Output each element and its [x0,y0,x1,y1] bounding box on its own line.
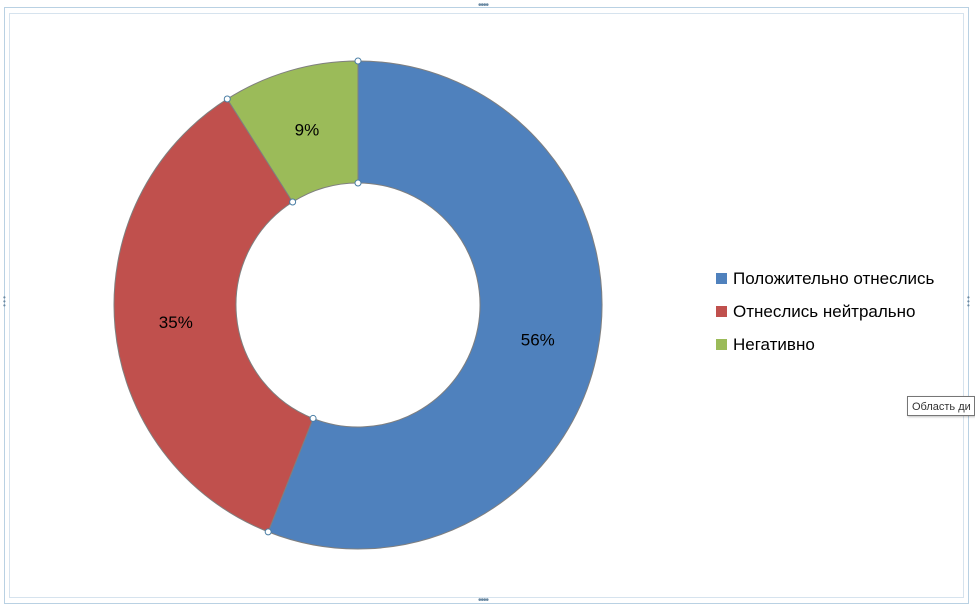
data-label-negative: 9% [295,120,320,139]
chart-area-tooltip: Область ди [907,396,975,416]
legend-label-positive: Положительно отнеслись [733,268,935,288]
legend-label-negative: Негативно [733,334,815,354]
data-label-neutral: 35% [159,313,193,332]
resize-handle-right[interactable]: • • • [967,293,970,310]
resize-handle-bottom[interactable]: •••• [478,595,489,606]
resize-handle-top[interactable]: •••• [478,0,489,11]
legend-swatch-neutral [716,306,727,317]
slice-handle-neutral-inner[interactable] [309,414,317,422]
legend-swatch-positive [716,273,727,284]
legend-swatch-negative [716,339,727,350]
resize-handle-left[interactable]: • • • [3,293,6,310]
slice-handle-neutral-outer[interactable] [264,528,272,536]
donut-slice-positive[interactable] [267,60,603,550]
slice-handle-positive-inner[interactable] [354,179,362,187]
legend-label-neutral: Отнеслись нейтрально [733,301,916,321]
donut-slice-neutral[interactable] [113,98,314,533]
plot-area-frame [9,13,964,598]
legend-item-neutral[interactable]: Отнеслись нейтрально [716,295,934,328]
chart-legend[interactable]: Положительно отнеслись Отнеслись нейтрал… [716,262,934,361]
slice-handle-positive-outer[interactable] [354,57,362,65]
data-label-positive: 56% [521,330,555,349]
chart-area-frame[interactable] [4,7,969,604]
slice-handle-negative-outer[interactable] [223,95,231,103]
legend-item-negative[interactable]: Негативно [716,328,934,361]
legend-item-positive[interactable]: Положительно отнеслись [716,262,934,295]
slice-handle-negative-inner[interactable] [289,198,297,206]
